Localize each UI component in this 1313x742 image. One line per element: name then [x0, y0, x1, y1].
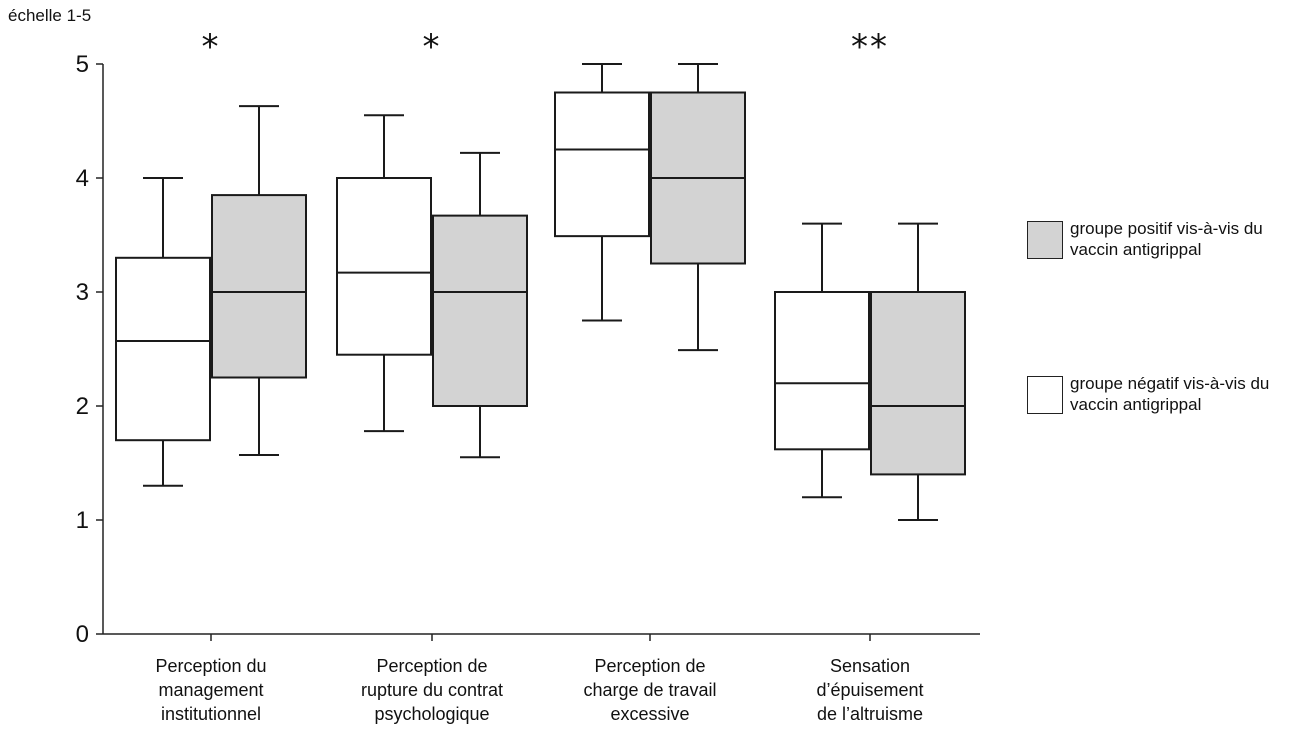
category-label-line: institutionnel	[160, 704, 262, 724]
category-label-management: Perception du management institutionnel	[106, 654, 316, 726]
box-iqr	[336, 177, 432, 356]
y-tick-label: 5	[76, 51, 89, 78]
category-label-line: management	[158, 680, 264, 700]
box-iqr	[870, 291, 966, 476]
category-label-line: Sensation	[829, 656, 911, 676]
y-tick-label: 2	[76, 393, 89, 420]
box-iqr	[211, 194, 307, 379]
legend-label-negative: groupe négatif vis-à-vis du vaccin antig…	[1070, 374, 1270, 414]
category-label-line: d’épuisement	[816, 680, 924, 700]
category-label-line: de l’altruisme	[816, 704, 924, 724]
category-label-line: Perception de	[594, 656, 706, 676]
y-tick-label: 3	[76, 279, 89, 306]
y-tick-label: 1	[76, 507, 89, 534]
category-label-line: Perception de	[376, 656, 488, 676]
category-label-line: excessive	[610, 704, 690, 724]
category-label-line: psychologique	[374, 704, 490, 724]
legend-label-positive: groupe positif vis-à-vis du vaccin antig…	[1070, 219, 1263, 259]
significance-marker: *	[423, 27, 442, 67]
box-iqr	[554, 91, 650, 238]
y-tick-label: 0	[76, 621, 89, 648]
y-tick-label: 4	[76, 165, 89, 192]
box-iqr	[774, 291, 870, 451]
category-label-line: rupture du contrat	[360, 680, 504, 700]
significance-marker: **	[851, 27, 889, 67]
significance-marker: *	[202, 27, 221, 67]
legend-swatch-positive	[1027, 221, 1063, 259]
category-label-line: charge de travail	[583, 680, 717, 700]
y-axis-label: échelle 1-5	[8, 6, 92, 25]
category-label-epuisement: Sensation d’épuisement de l’altruisme	[765, 654, 975, 726]
category-label-line: Perception du	[155, 656, 267, 676]
box-iqr	[432, 214, 528, 407]
box-iqr	[115, 256, 211, 442]
legend-swatch-negative	[1027, 376, 1063, 414]
category-label-rupture: Perception de rupture du contrat psychol…	[327, 654, 537, 726]
category-label-charge: Perception de charge de travail excessiv…	[545, 654, 755, 726]
